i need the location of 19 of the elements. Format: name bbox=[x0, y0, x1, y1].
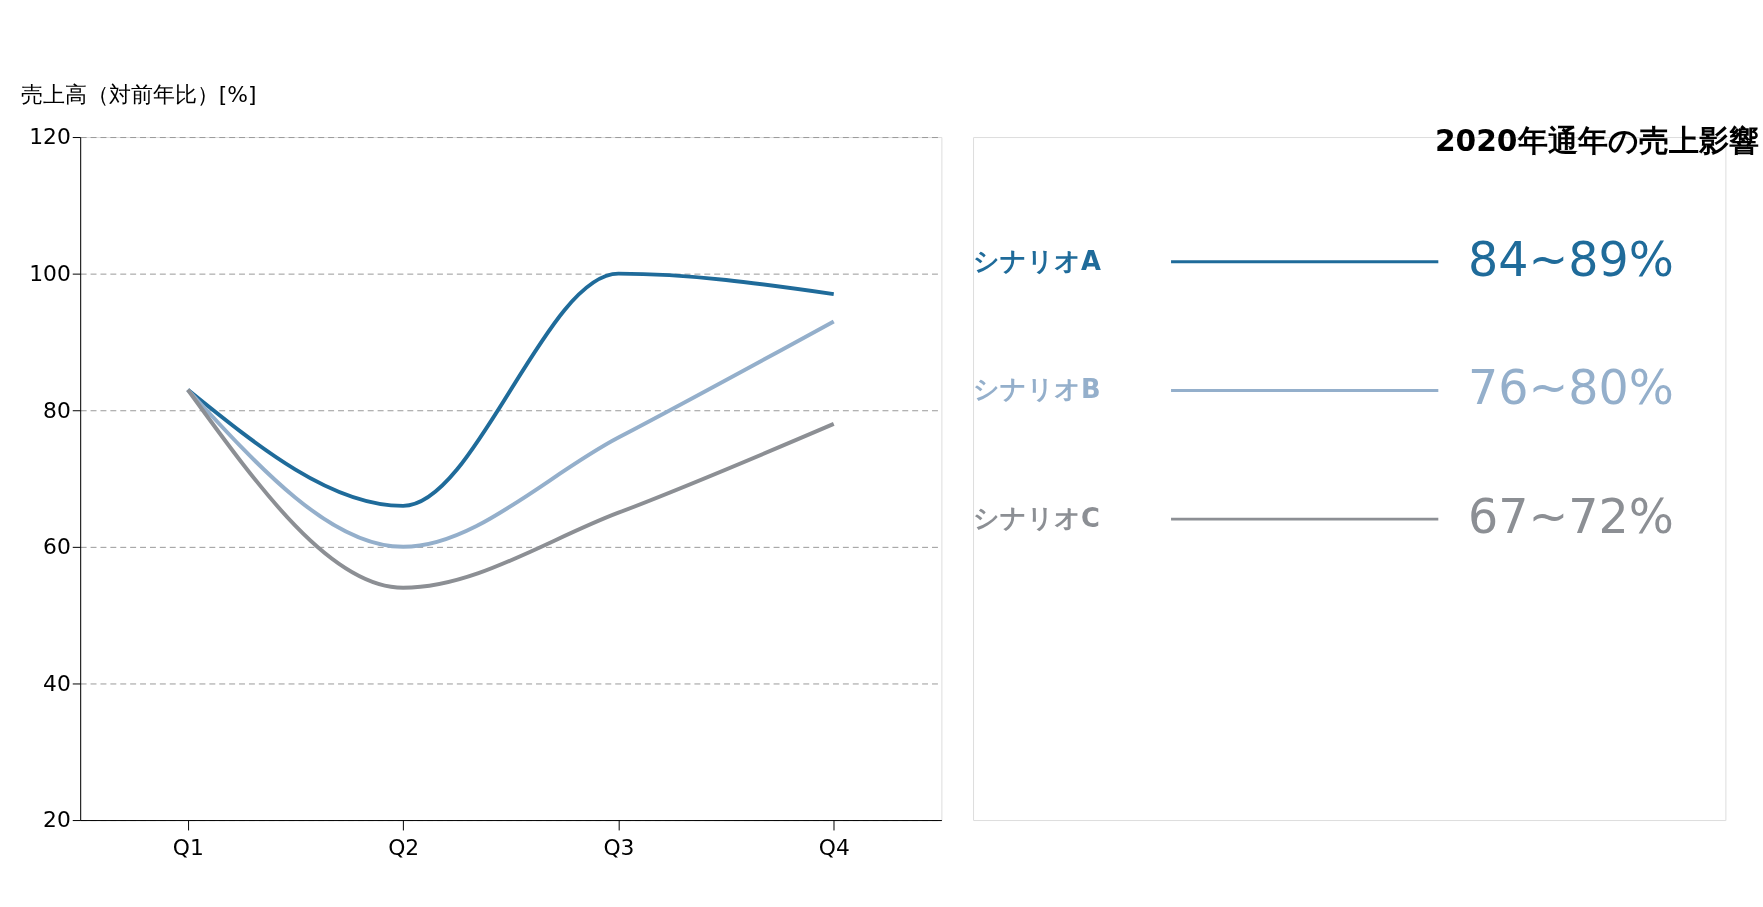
y-axis-title: 売上高（対前年比）[%] bbox=[20, 82, 257, 108]
y-tick-label: 40 bbox=[43, 670, 71, 696]
text: 67~72% bbox=[1468, 488, 1674, 544]
y-tick-label: 80 bbox=[43, 397, 71, 423]
y-tick-label: 60 bbox=[43, 534, 71, 560]
text: シナリオA bbox=[973, 245, 1102, 276]
text: 76~80% bbox=[1468, 360, 1674, 416]
text: 84~89% bbox=[1468, 231, 1674, 287]
text: 2020年通年の売上影響 bbox=[1434, 122, 1759, 158]
x-tick-label: Q3 bbox=[603, 835, 635, 861]
y-tick-label: 120 bbox=[29, 124, 71, 150]
y-tick-label: 100 bbox=[29, 261, 71, 287]
x-tick-label: Q4 bbox=[818, 835, 850, 861]
x-tick-label: Q1 bbox=[172, 835, 204, 861]
y-tick-label: 20 bbox=[43, 807, 71, 833]
x-tick-label: Q2 bbox=[388, 835, 420, 861]
text: シナリオC bbox=[973, 503, 1100, 534]
text: シナリオB bbox=[973, 374, 1101, 405]
line-series bbox=[185, 387, 836, 590]
